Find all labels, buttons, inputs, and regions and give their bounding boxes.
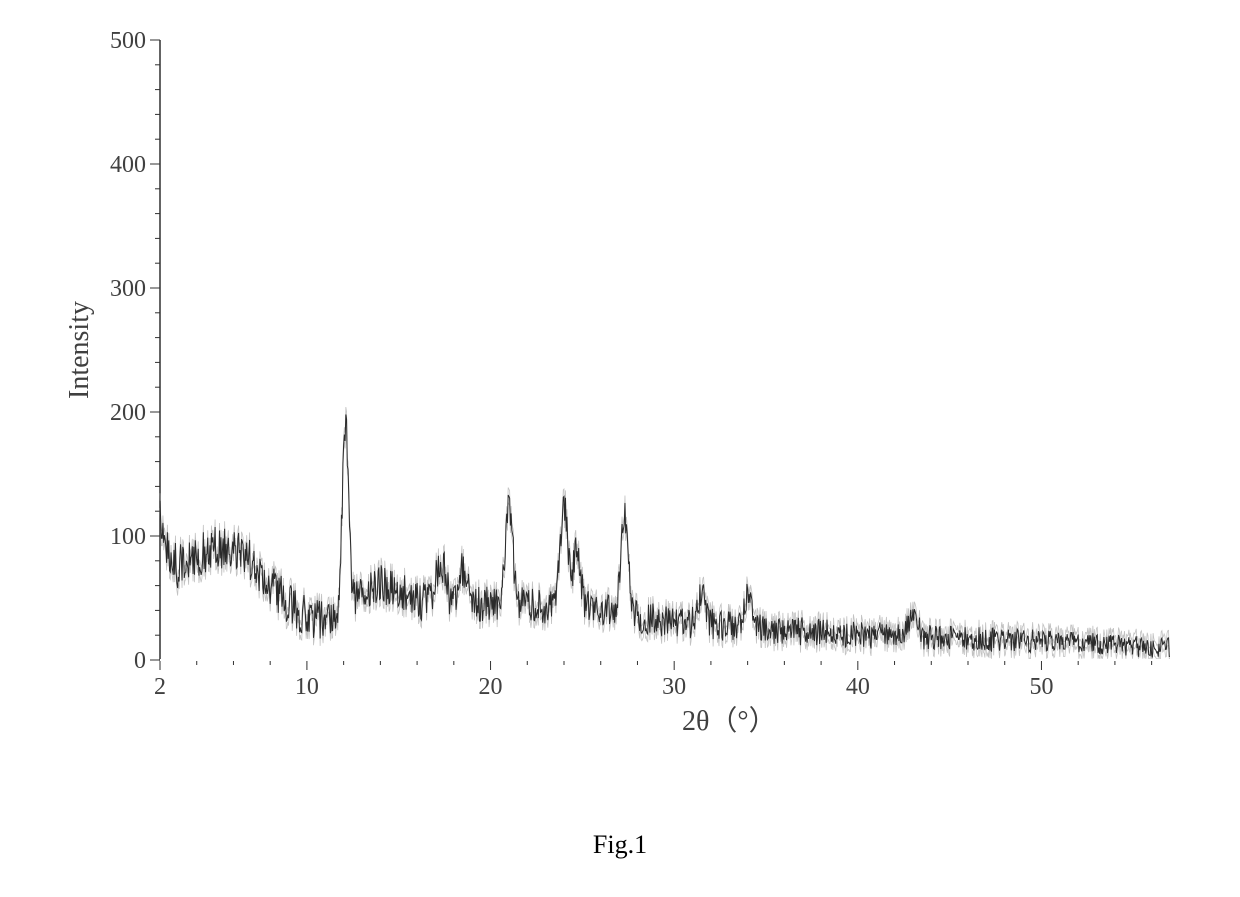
svg-text:Intensity: Intensity [64,301,95,399]
svg-text:300: 300 [110,276,146,302]
svg-text:0: 0 [134,648,146,674]
svg-text:400: 400 [110,152,146,178]
svg-text:100: 100 [110,524,146,550]
svg-text:2θ（°）: 2θ（°） [682,705,777,737]
figure-caption: Fig.1 [0,830,1240,860]
svg-text:20: 20 [479,674,503,700]
svg-text:500: 500 [110,28,146,54]
xrd-chart: 0 100 200 300 400 500 2 10 20 30 40 50 2θ（°） Intensit… [40,20,1200,760]
svg-text:10: 10 [295,674,319,700]
svg-text:50: 50 [1029,674,1053,700]
svg-text:30: 30 [662,674,686,700]
svg-text:200: 200 [110,400,146,426]
chart-svg: 0 100 200 300 400 500 2 10 20 30 40 50 2θ（°） Intensit… [40,20,1200,760]
svg-text:40: 40 [846,674,870,700]
svg-text:2: 2 [154,674,166,700]
